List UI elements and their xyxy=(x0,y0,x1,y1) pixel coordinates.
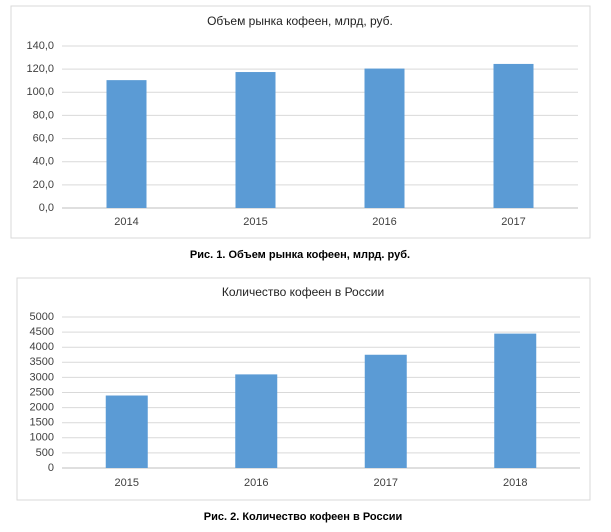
y-tick-label: 4500 xyxy=(30,326,54,338)
y-tick-label: 3500 xyxy=(30,356,54,368)
x-tick-label: 2018 xyxy=(503,477,527,489)
bar xyxy=(364,354,407,468)
x-tick-label: 2014 xyxy=(114,216,138,228)
y-tick-label: 60,0 xyxy=(33,132,54,144)
y-tick-label: 500 xyxy=(36,447,54,459)
bar xyxy=(493,63,534,208)
figure-caption: Рис. 2. Количество кофеен в России xyxy=(204,511,402,523)
bar xyxy=(364,68,405,208)
x-tick-label: 2015 xyxy=(115,477,139,489)
y-tick-label: 3000 xyxy=(30,371,54,383)
x-tick-label: 2017 xyxy=(501,216,525,228)
chart-title: Количество кофеен в России xyxy=(222,285,384,299)
chart-frame xyxy=(10,5,591,239)
chart-title: Объем рынка кофеен, млрд, руб. xyxy=(207,14,393,28)
x-tick-label: 2017 xyxy=(374,477,398,489)
y-tick-label: 1000 xyxy=(30,432,54,444)
y-tick-label: 40,0 xyxy=(33,156,54,168)
bar xyxy=(105,395,148,468)
figure-caption: Рис. 1. Объем рынка кофеен, млрд. руб. xyxy=(190,249,410,261)
chart-frame xyxy=(16,277,591,501)
y-tick-label: 2500 xyxy=(30,386,54,398)
y-tick-label: 120,0 xyxy=(26,63,54,75)
y-tick-label: 0,0 xyxy=(39,202,54,214)
x-tick-label: 2015 xyxy=(243,216,267,228)
y-tick-label: 5000 xyxy=(30,311,54,323)
y-tick-label: 2000 xyxy=(30,402,54,414)
bar xyxy=(494,333,537,468)
bar xyxy=(106,80,147,208)
y-tick-label: 20,0 xyxy=(33,179,54,191)
x-tick-label: 2016 xyxy=(244,477,268,489)
y-tick-label: 4000 xyxy=(30,341,54,353)
bar xyxy=(235,72,276,209)
y-tick-label: 80,0 xyxy=(33,109,54,121)
y-tick-label: 140,0 xyxy=(26,40,54,52)
x-tick-label: 2016 xyxy=(372,216,396,228)
y-tick-label: 100,0 xyxy=(26,86,54,98)
y-tick-label: 1500 xyxy=(30,417,54,429)
y-tick-label: 0 xyxy=(48,462,54,474)
bar xyxy=(235,374,278,468)
